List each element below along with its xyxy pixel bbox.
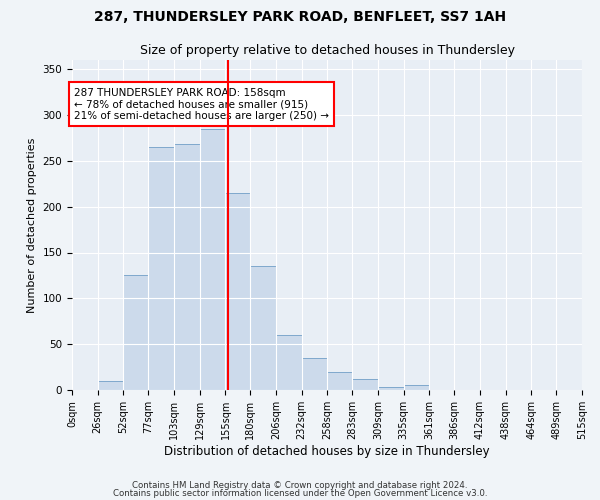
Bar <box>404 386 430 390</box>
Bar <box>148 147 174 390</box>
Bar <box>174 144 200 390</box>
Bar <box>250 266 276 390</box>
Title: Size of property relative to detached houses in Thundersley: Size of property relative to detached ho… <box>139 44 515 58</box>
Bar <box>98 381 124 390</box>
Text: 287, THUNDERSLEY PARK ROAD, BENFLEET, SS7 1AH: 287, THUNDERSLEY PARK ROAD, BENFLEET, SS… <box>94 10 506 24</box>
Bar <box>226 193 250 390</box>
Bar <box>328 372 352 390</box>
Bar <box>352 379 378 390</box>
Bar <box>200 128 226 390</box>
Bar <box>276 335 302 390</box>
Text: Contains public sector information licensed under the Open Government Licence v3: Contains public sector information licen… <box>113 488 487 498</box>
Text: Contains HM Land Registry data © Crown copyright and database right 2024.: Contains HM Land Registry data © Crown c… <box>132 481 468 490</box>
Bar <box>302 358 328 390</box>
Bar <box>124 276 148 390</box>
Text: 287 THUNDERSLEY PARK ROAD: 158sqm
← 78% of detached houses are smaller (915)
21%: 287 THUNDERSLEY PARK ROAD: 158sqm ← 78% … <box>74 88 329 120</box>
Y-axis label: Number of detached properties: Number of detached properties <box>27 138 37 312</box>
Bar <box>378 387 404 390</box>
X-axis label: Distribution of detached houses by size in Thundersley: Distribution of detached houses by size … <box>164 444 490 458</box>
